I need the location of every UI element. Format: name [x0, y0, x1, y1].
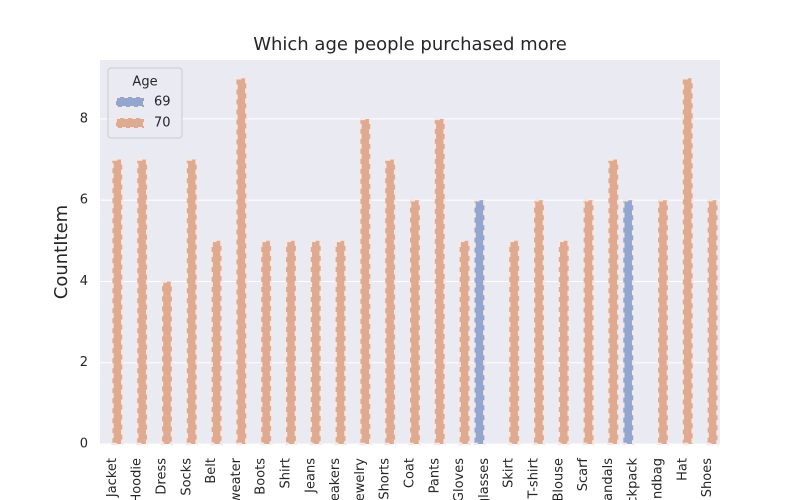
x-tick-label: Skirt — [502, 458, 517, 488]
y-tick-label: 6 — [80, 193, 88, 208]
bar — [259, 239, 273, 446]
bar — [284, 239, 298, 446]
y-tick-label: 2 — [80, 355, 88, 370]
bar — [557, 239, 570, 446]
x-tick-label: Belt — [204, 458, 219, 484]
x-tick-label: Shorts — [378, 458, 393, 500]
bar — [383, 158, 397, 446]
x-tick-label: Coat — [403, 458, 418, 488]
x-tick-label: Pants — [427, 458, 442, 494]
x-tick-label: Jewelry — [353, 458, 368, 500]
legend-label: 69 — [154, 95, 171, 110]
bar — [706, 198, 719, 446]
legend-swatch — [115, 117, 145, 129]
bar — [408, 198, 422, 446]
bar — [622, 198, 635, 446]
x-tick-label: Sunglasses — [477, 458, 492, 500]
x-tick-label: Sandals — [601, 458, 616, 500]
y-tick-label: 0 — [80, 437, 88, 452]
x-tick-label: Gloves — [452, 458, 467, 500]
x-tick-label: Hoodie — [130, 458, 145, 500]
x-tick-label: Boots — [254, 458, 269, 495]
y-axis-label: CountItem — [51, 205, 72, 299]
bar — [135, 158, 149, 446]
x-tick-label: Handbag — [651, 458, 666, 500]
x-tick-label: Shirt — [279, 458, 294, 489]
x-tick-label: Sweater — [229, 457, 244, 500]
x-tick-label: Sneakers — [328, 458, 343, 500]
chart-title: Which age people purchased more — [253, 34, 567, 55]
bar — [433, 117, 446, 446]
x-tick-label: Hat — [675, 458, 690, 481]
bar — [309, 239, 322, 446]
bar — [582, 198, 595, 446]
x-tick-label: Backpack — [626, 458, 641, 500]
bar — [160, 280, 174, 446]
bar — [334, 239, 347, 446]
x-tick-label: Jacket — [105, 458, 120, 498]
legend-swatch — [115, 96, 145, 108]
bar — [185, 158, 198, 446]
y-tick-label: 4 — [80, 274, 88, 289]
x-tick-label: Socks — [179, 458, 194, 496]
bar — [681, 77, 694, 446]
bar — [532, 198, 546, 446]
x-tick-label: Dress — [155, 458, 170, 495]
x-tick-label: T-shirt — [527, 458, 542, 500]
legend-title: Age — [132, 75, 157, 90]
bar — [458, 239, 471, 446]
bar — [607, 158, 620, 446]
x-tick-label: Blouse — [551, 458, 566, 500]
bar — [235, 77, 248, 446]
bar — [473, 198, 486, 446]
x-tick-label: Shoes — [700, 458, 715, 497]
bar — [111, 158, 124, 446]
y-tick-label: 8 — [80, 111, 88, 126]
bar — [210, 239, 223, 446]
bar — [359, 117, 372, 446]
bar — [507, 239, 521, 446]
x-tick-label: Scarf — [576, 458, 591, 492]
x-tick-label: Jeans — [303, 458, 318, 494]
legend-label: 70 — [154, 116, 171, 131]
bar — [656, 198, 670, 446]
